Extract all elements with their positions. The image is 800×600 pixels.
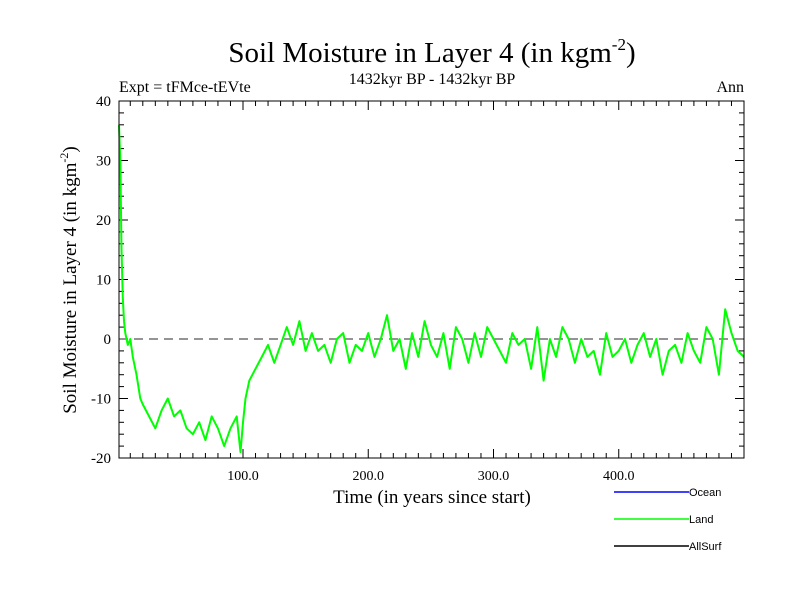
chart-title: Soil Moisture in Layer 4 (in kgm-2) bbox=[228, 35, 635, 69]
y-tick-label: 20 bbox=[96, 213, 111, 229]
plot-frame bbox=[118, 100, 745, 459]
y-tick-label: 40 bbox=[96, 94, 111, 110]
series-line-land bbox=[118, 124, 745, 454]
y-tick-label: 30 bbox=[96, 154, 111, 170]
x-tick-label: 100.0 bbox=[227, 469, 259, 484]
x-tick-label: 400.0 bbox=[603, 469, 635, 484]
season-label: Ann bbox=[716, 79, 744, 96]
expt-label: Expt = tFMce-tEVte bbox=[119, 79, 251, 96]
legend-label-ocean: Ocean bbox=[689, 487, 721, 499]
y-tick-label: 0 bbox=[104, 332, 112, 348]
x-axis-label: Time (in years since start) bbox=[333, 487, 531, 508]
y-axis-label: Soil Moisture in Layer 4 (in kgm-2) bbox=[57, 146, 81, 414]
legend-label-allsurf: AllSurf bbox=[689, 541, 722, 553]
legend: Ocean Land AllSurf bbox=[614, 487, 722, 553]
y-tick-label: -10 bbox=[91, 392, 111, 408]
y-tick-label: 10 bbox=[96, 273, 111, 289]
x-tick-label: 200.0 bbox=[352, 469, 384, 484]
y-tick-label: -20 bbox=[91, 451, 111, 467]
chart-subtitle: 1432kyr BP - 1432kyr BP bbox=[349, 71, 516, 88]
legend-label-land: Land bbox=[689, 514, 713, 526]
x-tick-label: 300.0 bbox=[478, 469, 510, 484]
